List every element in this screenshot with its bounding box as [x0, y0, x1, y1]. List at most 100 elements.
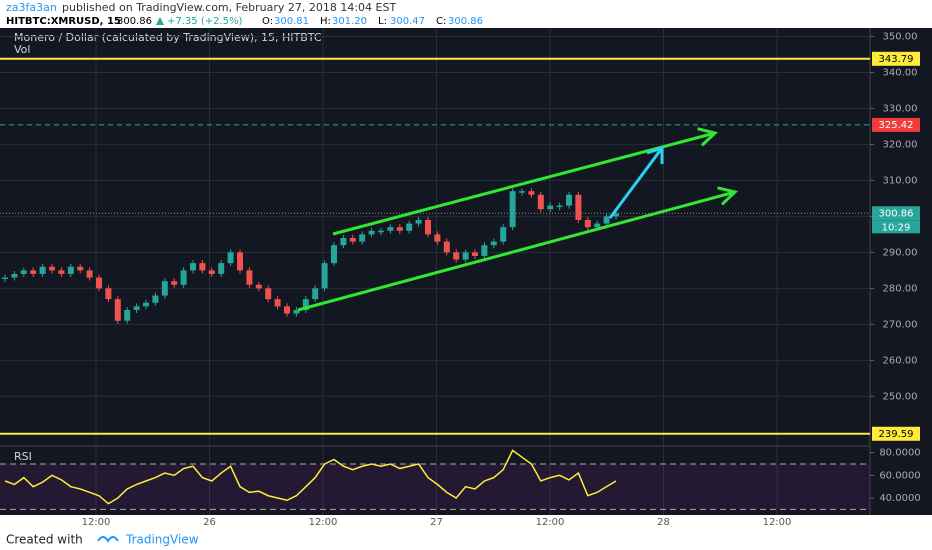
- candle: [30, 270, 37, 274]
- candle: [425, 219, 431, 235]
- target-arrow: [608, 147, 664, 219]
- vol-label: Vol: [14, 43, 30, 56]
- candle: [331, 245, 337, 264]
- x-tick-label: 28: [657, 517, 670, 528]
- y-tick-label: 320.00: [883, 139, 918, 150]
- candle: [575, 194, 582, 220]
- candle: [500, 227, 507, 242]
- ohlc-label: H:: [320, 16, 331, 27]
- chart-title: Monero / Dollar (calculated by TradingVi…: [14, 31, 322, 44]
- price-tag: [872, 117, 920, 132]
- candle: [227, 252, 234, 264]
- published: published on TradingView.com, February 2…: [62, 1, 396, 14]
- header-bg: [0, 0, 932, 28]
- ohlc-value: 300.81: [274, 16, 309, 27]
- candle: [378, 230, 384, 233]
- candle: [199, 263, 206, 271]
- x-tick-label: 12:00: [763, 517, 792, 528]
- y-tick-label: 310.00: [883, 175, 918, 186]
- rsi-tick-label: 60.0000: [879, 470, 920, 481]
- candle: [472, 252, 478, 256]
- candle: [190, 263, 196, 271]
- candle: [603, 216, 610, 224]
- arrow-head: [717, 186, 739, 206]
- candle: [556, 205, 563, 208]
- candle: [49, 266, 55, 271]
- price-tag-label: 239.59: [879, 429, 914, 440]
- candle: [284, 306, 290, 314]
- candle: [161, 281, 168, 296]
- price-tag-label: 343.79: [879, 54, 914, 65]
- symbol: HITBTC:XMRUSD, 15: [6, 16, 121, 27]
- candle: [594, 223, 601, 228]
- candle: [387, 227, 394, 231]
- price-tag: [872, 206, 920, 221]
- candle: [39, 266, 46, 274]
- candle: [208, 270, 215, 274]
- x-tick-label: 26: [203, 517, 216, 528]
- rsi-label: RSI: [14, 450, 32, 463]
- footer-bg: [0, 515, 932, 550]
- candle: [312, 288, 319, 300]
- change: +7.35 (+2.5%): [167, 16, 243, 27]
- y-tick-label: 250.00: [883, 391, 918, 402]
- rsi-tick-label: 80.0000: [879, 448, 920, 459]
- ohlc-label: L:: [378, 16, 387, 27]
- ohlc-value: 300.47: [390, 16, 425, 27]
- ohlc-label: C:: [436, 16, 446, 27]
- arrow-head: [697, 127, 719, 147]
- rsi-band-fill: [0, 464, 870, 510]
- candle: [143, 302, 149, 307]
- price-tag-label: 300.86: [879, 208, 914, 219]
- candle: [490, 241, 497, 246]
- drawings: [297, 127, 739, 312]
- countdown: 10:29: [882, 222, 911, 233]
- ohlc-value: 300.86: [448, 16, 483, 27]
- candle: [349, 237, 356, 242]
- candle: [218, 263, 225, 274]
- candle: [180, 270, 187, 285]
- countdown-tag: [872, 220, 920, 234]
- candle: [537, 194, 544, 210]
- candle: [368, 230, 375, 235]
- candle: [481, 245, 488, 256]
- candle: [86, 270, 93, 278]
- candle: [302, 299, 309, 310]
- y-tick-label: 270.00: [883, 319, 918, 330]
- candle: [124, 309, 131, 321]
- candle: [613, 213, 619, 217]
- candle: [274, 299, 281, 307]
- trend-line: [297, 190, 736, 312]
- candle: [171, 281, 178, 285]
- footer-created: Created with: [6, 533, 83, 547]
- y-tick-label: 290.00: [883, 247, 918, 258]
- candle: [443, 241, 450, 253]
- author: za3fa3an: [6, 1, 57, 14]
- candle: [340, 237, 347, 246]
- ohlc-value: 301.20: [332, 16, 367, 27]
- x-tick-label: 12:00: [82, 517, 111, 528]
- price-tag-label: 325.42: [879, 120, 914, 131]
- candle: [152, 295, 159, 303]
- y-tick-label: 340.00: [883, 67, 918, 78]
- candle: [519, 191, 525, 193]
- candle: [265, 288, 272, 300]
- candle: [566, 194, 572, 206]
- price-tag: [872, 51, 920, 66]
- candle: [528, 191, 535, 195]
- candle: [237, 252, 243, 271]
- y-tick-label: 260.00: [883, 355, 918, 366]
- target-arrow-head: [646, 145, 664, 164]
- y-tick-label: 350.00: [883, 31, 918, 42]
- trend-line: [332, 131, 716, 236]
- candle: [133, 306, 140, 310]
- candle: [114, 299, 121, 321]
- candle: [293, 309, 300, 314]
- candle: [58, 270, 65, 274]
- candle: [359, 234, 366, 242]
- y-tick-label: 330.00: [883, 103, 918, 114]
- x-tick-label: 12:00: [536, 517, 565, 528]
- x-tick-label: 12:00: [309, 517, 338, 528]
- last-price: 300.86: [117, 16, 152, 27]
